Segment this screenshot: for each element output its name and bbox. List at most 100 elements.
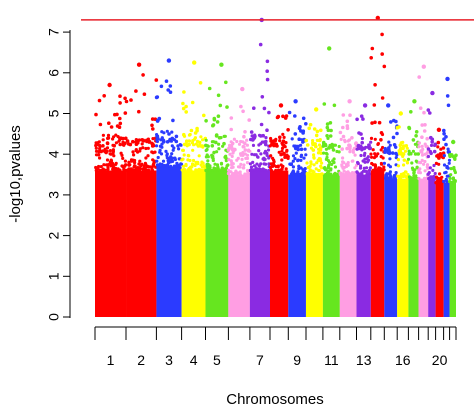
snp-point <box>101 138 105 142</box>
snp-point <box>366 160 370 164</box>
snp-point <box>242 134 246 139</box>
snp-point <box>360 136 364 141</box>
snp-point <box>174 134 179 139</box>
snp-point <box>444 142 448 147</box>
snp-point <box>117 139 121 143</box>
y-tick-label: 0 <box>46 313 62 321</box>
y-axis-title: -log10,pvalues <box>7 125 24 223</box>
snp-point <box>263 157 267 161</box>
dense-points-band <box>443 182 450 317</box>
snp-point <box>182 142 187 147</box>
snp-point <box>422 176 427 180</box>
snp-point <box>426 147 431 151</box>
snp-point <box>105 141 110 145</box>
snp-point <box>436 140 441 145</box>
snp-point <box>433 142 438 147</box>
snp-point <box>150 141 154 146</box>
snp-point <box>98 156 102 160</box>
snp-point <box>153 150 157 154</box>
snp-point <box>357 131 361 135</box>
snp-point <box>118 101 122 105</box>
snp-point <box>265 77 270 82</box>
snp-point <box>347 143 352 148</box>
peak-snp-point <box>240 86 245 92</box>
snp-point <box>338 130 343 135</box>
snp-point <box>281 132 285 136</box>
snp-point <box>454 153 458 158</box>
snp-point <box>239 152 243 156</box>
snp-point <box>387 140 391 144</box>
snp-point <box>305 172 309 177</box>
chromosome-11-points <box>321 46 342 317</box>
snp-point <box>341 156 345 160</box>
snp-point <box>141 138 146 143</box>
snp-point <box>369 152 373 156</box>
snp-point <box>304 122 308 126</box>
dense-points-band <box>449 182 456 317</box>
snp-point <box>286 156 290 160</box>
snp-point <box>101 149 105 153</box>
snp-point <box>402 173 406 177</box>
snp-point <box>155 139 159 144</box>
snp-point <box>187 154 191 158</box>
snp-point <box>138 149 142 153</box>
snp-point <box>313 142 318 146</box>
snp-point <box>101 133 105 137</box>
dense-points-band <box>249 170 271 317</box>
snp-point <box>257 143 261 147</box>
x-axis-ticks: 1 2 3 4 5 7 9 11 13 16 20 <box>94 327 457 368</box>
chromosome-3-points <box>154 58 184 317</box>
snp-point <box>348 149 352 153</box>
snp-point <box>231 148 235 152</box>
snp-point <box>452 165 456 170</box>
snp-point <box>202 113 206 118</box>
snp-point <box>399 175 403 179</box>
snp-point <box>382 64 387 69</box>
snp-point <box>449 173 453 177</box>
snp-point <box>247 118 251 122</box>
snp-point <box>238 172 242 176</box>
snp-point <box>269 162 273 166</box>
snp-point <box>123 159 127 163</box>
snp-point <box>345 146 349 151</box>
snp-point <box>94 146 98 150</box>
snp-point <box>388 157 392 161</box>
snp-point <box>165 140 170 144</box>
snp-point <box>132 164 137 168</box>
snp-point <box>372 103 377 107</box>
snp-point <box>253 168 257 172</box>
peak-snp-point <box>219 62 224 67</box>
snp-point <box>382 165 386 169</box>
snp-point <box>299 154 303 159</box>
snp-point <box>181 148 185 152</box>
snp-point <box>254 153 258 157</box>
snp-point <box>417 177 421 181</box>
snp-point <box>138 159 142 163</box>
snp-point <box>389 174 393 178</box>
snp-point <box>446 147 450 151</box>
snp-point <box>206 162 210 166</box>
snp-point <box>320 166 324 170</box>
snp-point <box>173 156 177 160</box>
snp-point <box>116 135 120 139</box>
snp-point <box>214 140 218 145</box>
snp-point <box>404 144 409 148</box>
snp-point <box>431 168 435 172</box>
snp-point <box>211 123 216 127</box>
snp-point <box>346 170 350 174</box>
snp-point <box>376 142 380 146</box>
snp-point <box>210 155 214 159</box>
snp-point <box>204 143 208 148</box>
snp-point <box>299 143 303 147</box>
snp-point <box>373 83 377 87</box>
snp-point <box>114 141 118 145</box>
peak-snp-point <box>192 60 197 65</box>
y-axis-ticks: 0 1 2 3 4 5 6 7 <box>46 28 70 321</box>
snp-point <box>210 144 215 148</box>
snp-point <box>245 143 249 147</box>
chromosome-1-points <box>94 82 128 317</box>
snp-point <box>164 149 168 153</box>
snp-point <box>251 143 256 147</box>
snp-point <box>453 169 457 173</box>
